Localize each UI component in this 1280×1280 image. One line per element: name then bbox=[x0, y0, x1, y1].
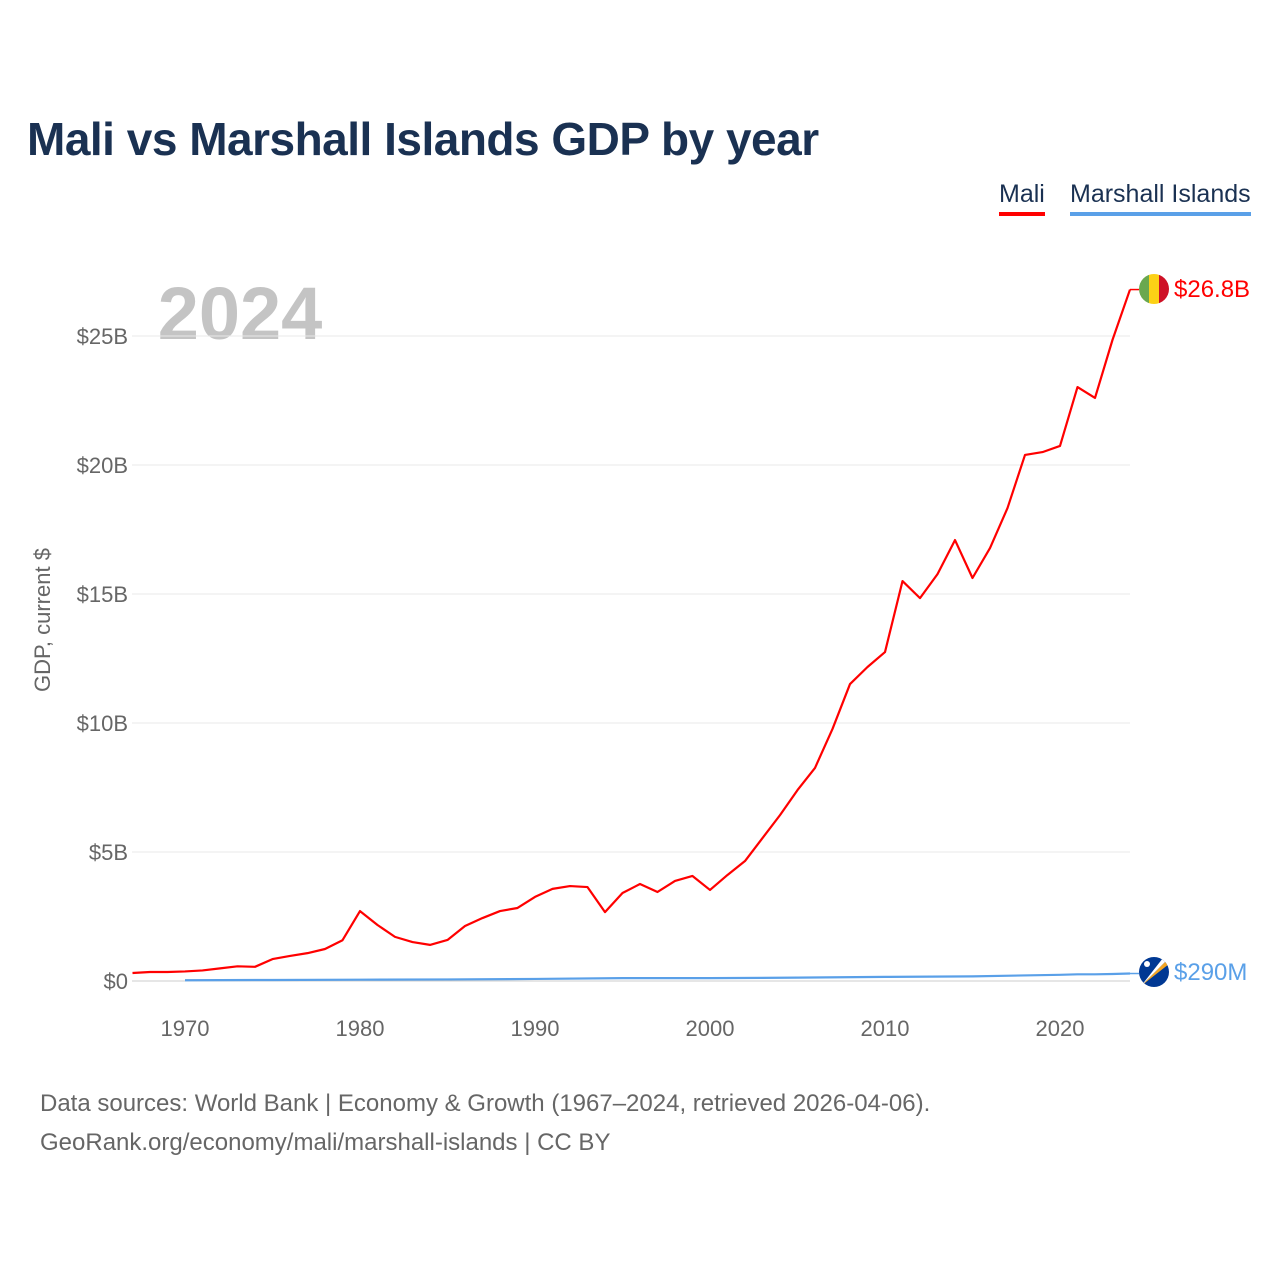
marshall-islands-end-label: $290M bbox=[1174, 959, 1247, 986]
series-line-mali bbox=[132, 289, 1132, 975]
x-tick-label: 1980 bbox=[336, 1016, 385, 1041]
mali-end-label: $26.8B bbox=[1174, 276, 1250, 303]
x-tick-label: 2020 bbox=[1036, 1016, 1085, 1041]
mali-flag-icon bbox=[1139, 274, 1169, 304]
x-tick-label: 2010 bbox=[861, 1016, 910, 1041]
y-tick-label: $20B bbox=[77, 453, 128, 478]
x-tick-label: 1990 bbox=[511, 1016, 560, 1041]
marshall-islands-flag-icon bbox=[1139, 957, 1169, 987]
x-tick-label: 1970 bbox=[161, 1016, 210, 1041]
y-tick-label: $0 bbox=[104, 969, 128, 994]
y-tick-label: $25B bbox=[77, 324, 128, 349]
footer: Data sources: World Bank | Economy & Gro… bbox=[40, 1084, 930, 1162]
legend-item-mali[interactable]: Mali bbox=[999, 180, 1045, 216]
year-watermark: 2024 bbox=[158, 272, 323, 355]
chart-title: Mali vs Marshall Islands GDP by year bbox=[27, 113, 819, 165]
legend-item-marshall-islands[interactable]: Marshall Islands bbox=[1070, 180, 1251, 216]
data-sources-text: Data sources: World Bank | Economy & Gro… bbox=[40, 1090, 931, 1117]
x-tick-label: 2000 bbox=[686, 1016, 735, 1041]
source-link[interactable]: GeoRank.org/economy/mali/marshall-island… bbox=[40, 1129, 611, 1156]
series-line-marshall-islands bbox=[184, 972, 1131, 982]
y-tick-label: $5B bbox=[89, 840, 128, 865]
y-tick-label: $10B bbox=[77, 711, 128, 736]
y-axis-label: GDP, current $ bbox=[30, 548, 55, 692]
y-tick-label: $15B bbox=[77, 582, 128, 607]
